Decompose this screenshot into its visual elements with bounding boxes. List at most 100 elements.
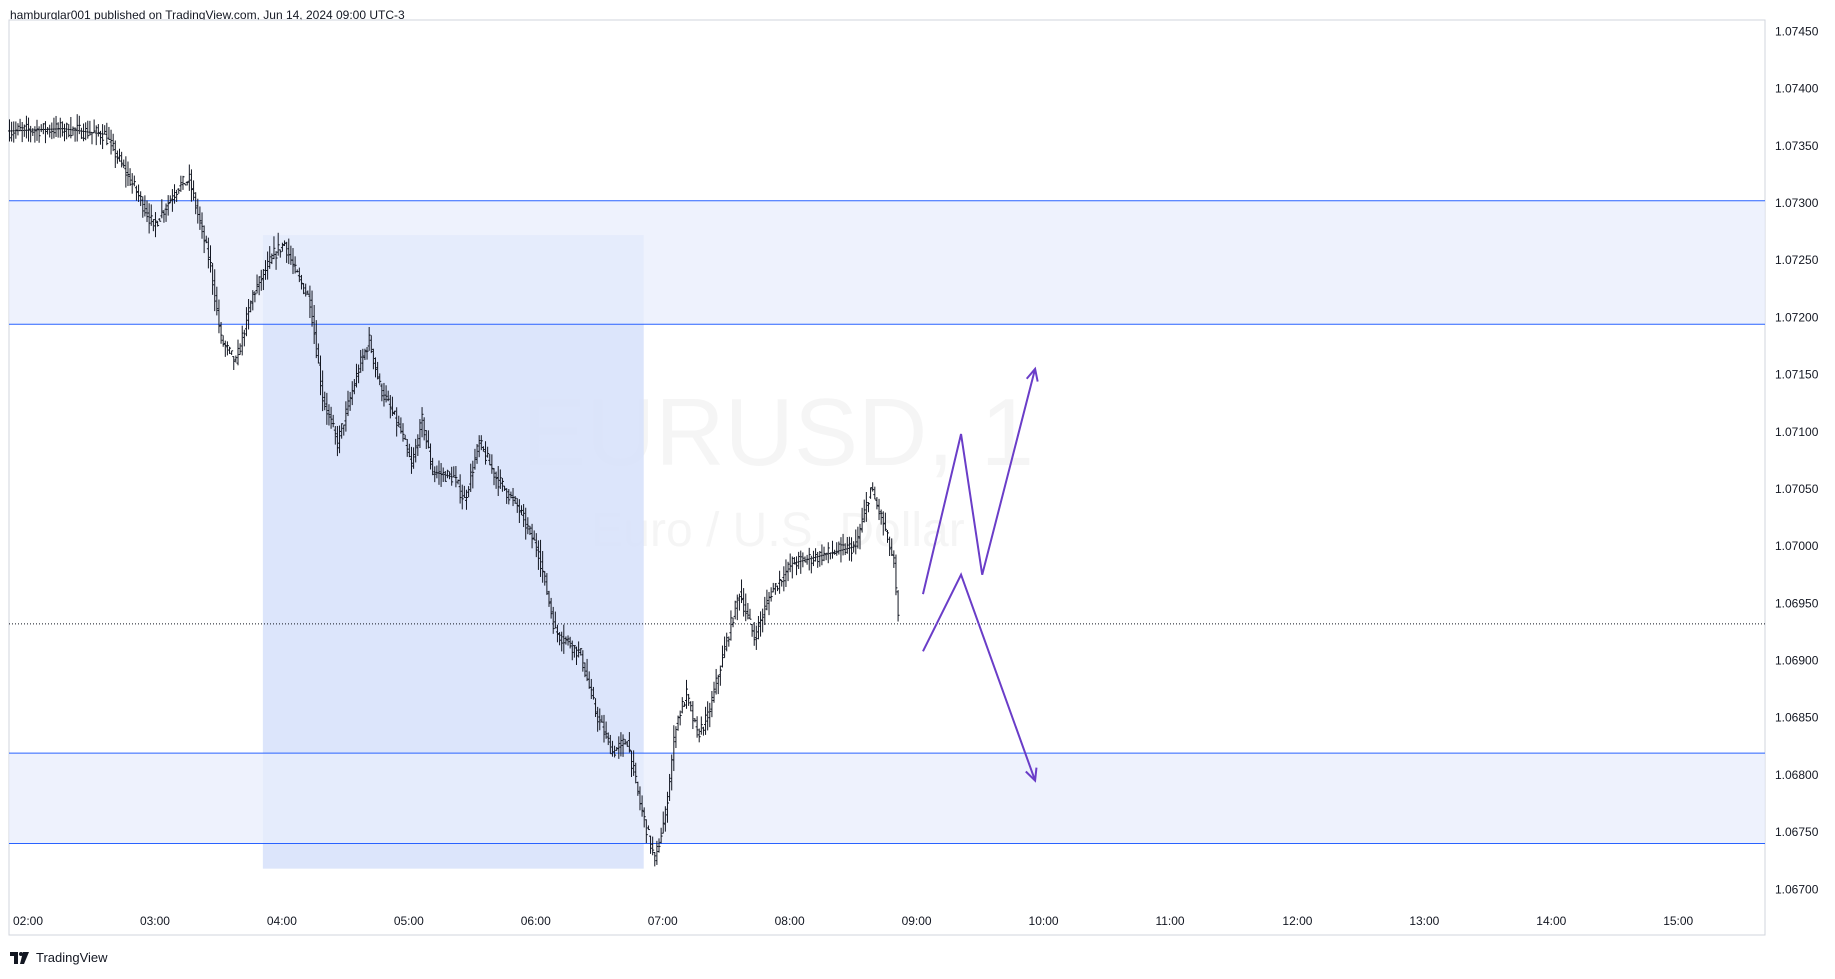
price-bar: [120, 151, 124, 168]
price-bar: [809, 555, 813, 574]
price-bar: [464, 489, 468, 510]
price-bar: [888, 536, 892, 557]
price-bar: [539, 539, 543, 577]
price-bar: [860, 507, 864, 533]
price-bar: [357, 364, 361, 384]
price-bar: [187, 164, 191, 191]
price-bar: [570, 640, 574, 661]
price-bar: [424, 430, 428, 449]
price-bar: [312, 304, 316, 344]
price-bar: [678, 710, 682, 726]
price-bar: [894, 554, 898, 596]
price-bar: [492, 468, 496, 486]
price-bar: [847, 536, 851, 561]
price-bar: [801, 552, 805, 568]
price-bar: [278, 249, 282, 258]
x-tick-label: 05:00: [394, 914, 424, 928]
price-bar: [251, 290, 255, 311]
price-bar: [862, 499, 866, 523]
price-bar: [429, 443, 433, 470]
price-bar: [346, 390, 350, 417]
price-bar: [96, 124, 100, 137]
price-bar: [308, 285, 312, 318]
price-bar: [295, 269, 299, 273]
price-bar: [837, 541, 841, 555]
price-bar: [162, 209, 166, 223]
price-bar: [153, 212, 157, 238]
price-bar: [247, 299, 251, 330]
price-bar: [50, 122, 54, 140]
price-bar: [107, 126, 111, 140]
price-bar: [625, 740, 629, 747]
price-bar: [676, 715, 680, 731]
price-bar: [756, 615, 760, 640]
price-bar: [740, 579, 744, 604]
bullish-path-arrowhead: [1025, 366, 1039, 382]
price-bar: [369, 335, 373, 354]
price-bar: [331, 414, 335, 428]
price-bar: [71, 126, 75, 136]
price-bar: [115, 150, 119, 164]
price-bar: [691, 701, 695, 730]
price-bar: [551, 606, 555, 634]
price-bar: [244, 307, 248, 337]
price-bar: [530, 523, 534, 549]
price-bar: [659, 827, 663, 844]
price-bar: [579, 647, 583, 656]
price-bar: [723, 636, 727, 659]
price-bar: [158, 218, 162, 222]
price-bar: [536, 540, 540, 570]
price-bar: [877, 498, 881, 521]
price-bar: [73, 127, 77, 142]
price-bar: [302, 283, 306, 295]
price-bar: [784, 559, 788, 587]
price-bar: [189, 169, 193, 202]
price-bar: [511, 487, 515, 507]
price-bar: [566, 635, 570, 646]
x-tick-label: 10:00: [1029, 914, 1059, 928]
price-bar: [170, 189, 174, 212]
price-bar: [720, 645, 724, 668]
price-bar: [558, 632, 562, 646]
price-bar: [268, 246, 272, 269]
price-bar: [704, 706, 708, 735]
price-bar: [52, 117, 56, 139]
price-bar: [84, 122, 88, 141]
price-bar: [236, 339, 240, 366]
price-bar: [890, 538, 894, 556]
price-bar: [649, 835, 653, 854]
price-bar: [519, 505, 523, 516]
price-bar: [547, 590, 551, 607]
price-bar: [735, 594, 739, 621]
price-bar: [591, 686, 595, 700]
price-bar: [405, 438, 409, 457]
price-bar: [725, 632, 729, 652]
price-bar: [409, 446, 413, 474]
price-bar: [225, 341, 229, 356]
price-bar: [41, 123, 45, 135]
price-bar: [727, 636, 731, 647]
price-bar: [729, 610, 733, 641]
price-bar: [202, 225, 206, 254]
price-bar: [407, 443, 411, 458]
price-bar: [181, 175, 185, 190]
y-tick-label: 1.07100: [1775, 425, 1819, 439]
price-bar: [261, 268, 265, 291]
price-bar: [850, 537, 854, 562]
price-bar: [822, 546, 826, 562]
price-bar: [833, 549, 837, 555]
price-bar: [786, 561, 790, 582]
y-tick-label: 1.07450: [1775, 24, 1819, 38]
price-bar: [426, 430, 430, 449]
price-bar: [185, 181, 189, 186]
price-bar: [204, 235, 208, 244]
price-bar: [534, 533, 538, 558]
price-bar: [291, 248, 295, 275]
price-bar: [477, 435, 481, 458]
price-bar: [693, 718, 697, 723]
price-bar: [122, 159, 126, 169]
price-bar: [583, 662, 587, 678]
price-bar: [445, 469, 449, 479]
price-bar: [494, 471, 498, 489]
